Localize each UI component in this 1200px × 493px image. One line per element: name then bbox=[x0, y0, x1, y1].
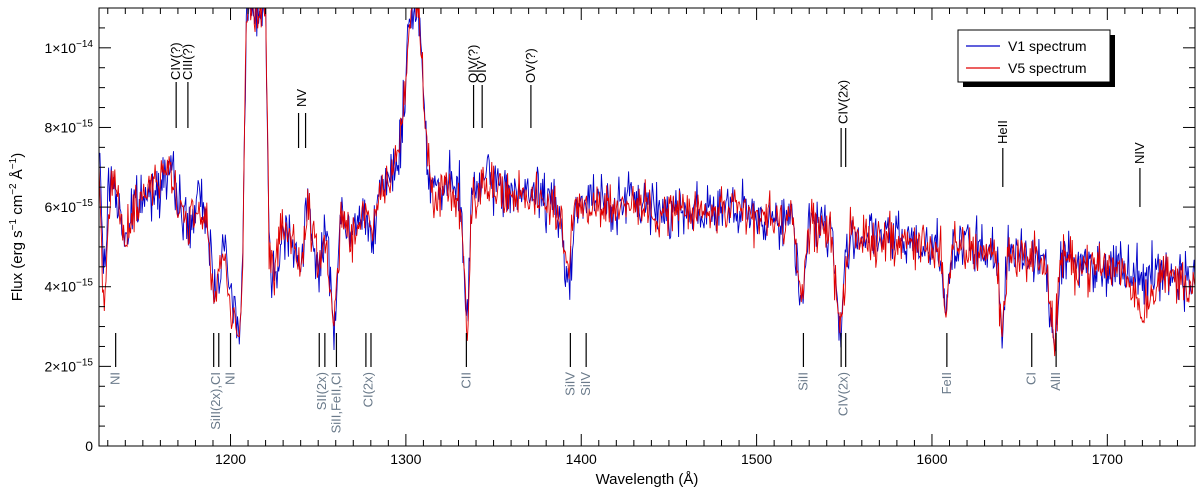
emission-line-marker: HeII bbox=[995, 120, 1010, 187]
absorption-line-marker: CI(2x) bbox=[360, 333, 375, 407]
absorption-line-marker: CII bbox=[458, 333, 473, 389]
emission-line-label: NV bbox=[294, 89, 309, 107]
absorption-line-label: SiII bbox=[795, 372, 810, 391]
emission-line-label: CIV(?) bbox=[168, 42, 183, 80]
emission-line-marker: OIV bbox=[474, 60, 489, 128]
absorption-line-label: CIV(2x) bbox=[835, 372, 850, 416]
y-tick-label: 4×10−15 bbox=[44, 278, 93, 295]
absorption-line-label: CI bbox=[1024, 372, 1039, 385]
emission-line-label: OIV bbox=[474, 60, 489, 83]
x-tick-label: 1500 bbox=[741, 451, 772, 467]
absorption-line-label: SII(2x) bbox=[314, 372, 329, 410]
absorption-line-label: SiII(2x),CI bbox=[208, 372, 223, 430]
emission-line-label: CIII(?) bbox=[180, 44, 195, 80]
y-tick-label: 6×10−15 bbox=[44, 198, 93, 215]
absorption-line-label: NI bbox=[108, 372, 123, 385]
absorption-line-marker: SiIV bbox=[578, 333, 593, 396]
x-tick-label: 1400 bbox=[566, 451, 597, 467]
emission-line-label: CIV(2x) bbox=[835, 80, 850, 124]
emission-line-marker: CIV(2x) bbox=[835, 80, 850, 167]
absorption-line-marker: CIV(2x) bbox=[835, 333, 850, 416]
x-tick-label: 1200 bbox=[215, 451, 246, 467]
x-tick-label: 1700 bbox=[1092, 451, 1123, 467]
legend-label: V1 spectrum bbox=[1008, 38, 1087, 54]
absorption-line-marker: SiIV bbox=[562, 333, 577, 396]
line-markers-layer: CIV(?)CIII(?) NV OIV(?)OIV OV(?) CIV(2x) HeII… bbox=[108, 42, 1147, 433]
absorption-line-label: SiII,FeII,CI bbox=[328, 372, 343, 433]
series-layer bbox=[99, 8, 1195, 357]
absorption-line-marker: AlII bbox=[1048, 333, 1063, 391]
legend-box bbox=[957, 29, 1111, 83]
legend-label: V5 spectrum bbox=[1008, 60, 1087, 76]
y-tick-label: 2×10−15 bbox=[44, 357, 93, 374]
y-axis-title: Flux (erg s−1 cm−2 Å−1) bbox=[8, 153, 26, 301]
absorption-line-marker: FeII bbox=[939, 333, 954, 394]
absorption-line-marker: SII(2x) bbox=[314, 333, 329, 410]
x-tick-label: 1600 bbox=[916, 451, 947, 467]
absorption-line-marker: CI bbox=[1024, 333, 1039, 385]
absorption-line-label: SiIV bbox=[578, 372, 593, 396]
emission-line-marker: CIV(?) bbox=[168, 42, 183, 128]
series-line-2 bbox=[99, 8, 1195, 357]
emission-line-marker: NIV bbox=[1132, 142, 1147, 207]
y-tick-label: 0 bbox=[85, 438, 93, 454]
legend: V1 spectrum V5 spectrum bbox=[957, 29, 1115, 87]
x-axis-title: Wavelength (Å) bbox=[596, 471, 699, 488]
emission-line-marker: NV bbox=[294, 89, 309, 148]
absorption-line-label: SiIV bbox=[562, 372, 577, 396]
absorption-line-marker: SiII(2x),CI bbox=[208, 333, 223, 430]
emission-line-label: HeII bbox=[995, 120, 1010, 144]
absorption-line-marker: SiII,FeII,CI bbox=[328, 333, 343, 433]
y-tick-label: 1×10−14 bbox=[44, 39, 93, 56]
emission-line-marker: OIV(?) bbox=[466, 45, 481, 128]
absorption-line-marker: SiII bbox=[795, 333, 810, 391]
emission-line-label: OIV(?) bbox=[466, 45, 481, 83]
emission-line-label: NIV bbox=[1132, 142, 1147, 164]
absorption-line-label: CI(2x) bbox=[360, 372, 375, 407]
absorption-line-label: FeII bbox=[939, 372, 954, 394]
absorption-line-marker: NI bbox=[108, 333, 123, 385]
emission-line-marker: OV(?) bbox=[523, 48, 538, 128]
ticks-layer: 1200 1300 1400 1500 1600 1700 0 2×10−15 4×10−15 6… bbox=[44, 7, 1196, 467]
absorption-line-label: CII bbox=[458, 372, 473, 389]
y-tick-label: 8×10−15 bbox=[44, 118, 93, 135]
emission-line-marker: CIII(?) bbox=[180, 44, 195, 128]
x-tick-label: 1300 bbox=[390, 451, 421, 467]
emission-line-label: OV(?) bbox=[523, 48, 538, 83]
absorption-line-label: NI bbox=[223, 372, 238, 385]
absorption-line-label: AlII bbox=[1048, 372, 1063, 391]
absorption-line-marker: NI bbox=[223, 333, 238, 385]
